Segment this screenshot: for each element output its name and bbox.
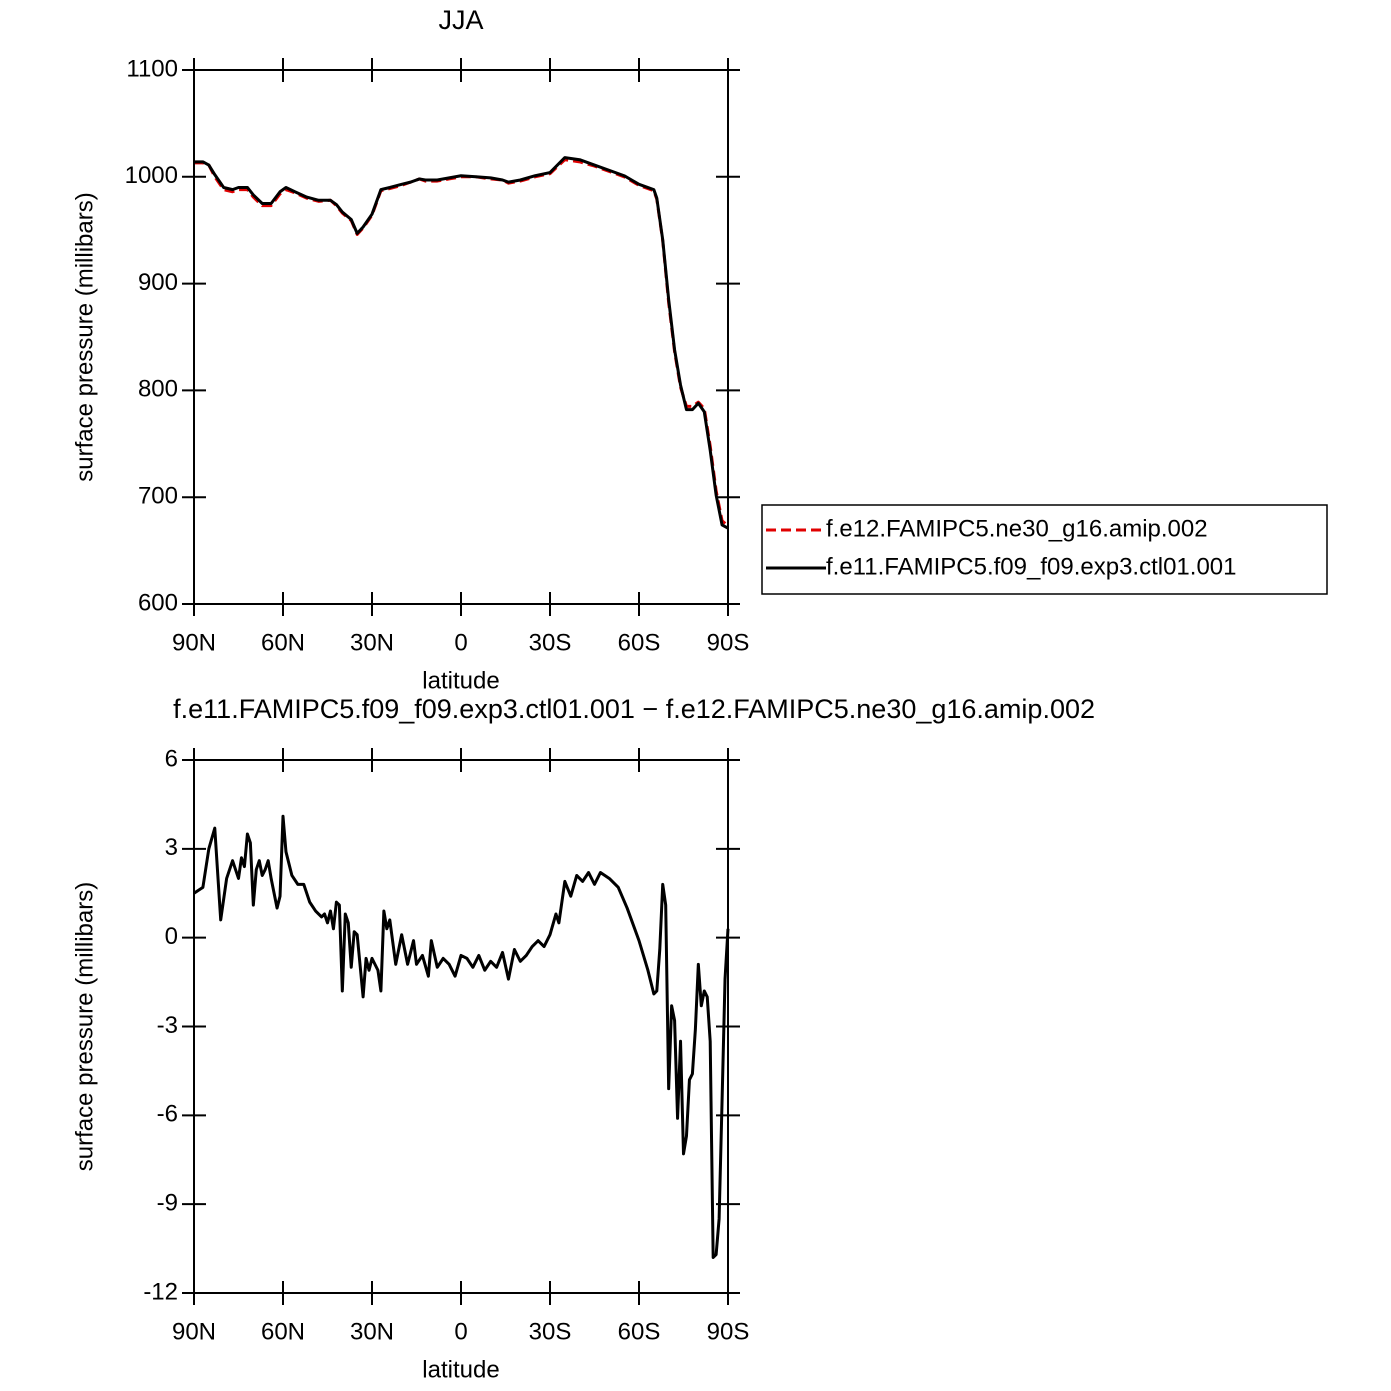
y-tick-label: 800 <box>138 376 178 403</box>
x-tick-label: 60S <box>618 629 661 656</box>
y-tick-label: -9 <box>157 1190 178 1217</box>
x-tick-label: 0 <box>454 1318 467 1345</box>
x-tick-label: 30N <box>350 1318 394 1345</box>
x-axis-label: latitude <box>422 1356 499 1383</box>
x-axis-label: latitude <box>422 667 499 694</box>
x-tick-label: 90N <box>172 1318 216 1345</box>
x-tick-label: 30S <box>529 629 572 656</box>
x-tick-label: 90S <box>707 629 750 656</box>
legend-label: f.e12.FAMIPC5.ne30_g16.amip.002 <box>826 515 1208 542</box>
x-tick-label: 60N <box>261 1318 305 1345</box>
legend-box <box>761 504 1328 595</box>
y-tick-label: 6 <box>165 745 178 772</box>
y-tick-label: 1100 <box>126 55 178 82</box>
y-tick-label: 0 <box>165 923 178 950</box>
y-tick-label: 900 <box>138 269 178 296</box>
y-tick-label: -3 <box>157 1012 178 1039</box>
data-line <box>194 156 729 530</box>
y-tick-label: 700 <box>138 483 178 510</box>
x-tick-label: 90S <box>707 1318 750 1345</box>
x-tick-label: 30N <box>350 629 394 656</box>
y-axis-label: surface pressure (millibars) <box>71 192 98 481</box>
data-line <box>194 158 730 528</box>
chart-title: f.e11.FAMIPC5.f09_f09.exp3.ctl01.001 − f… <box>173 694 1095 724</box>
y-tick-label: -12 <box>143 1278 178 1305</box>
y-tick-label: 3 <box>165 834 178 861</box>
legend-label: f.e11.FAMIPC5.f09_f09.exp3.ctl01.001 <box>826 553 1236 580</box>
y-tick-label: 1000 <box>125 162 178 189</box>
plot-frame <box>193 69 729 605</box>
y-tick-label: -6 <box>157 1101 178 1128</box>
x-tick-label: 60S <box>618 1318 661 1345</box>
y-tick-label: 600 <box>138 589 178 616</box>
chart-title: JJA <box>438 5 483 35</box>
x-tick-label: 90N <box>172 629 216 656</box>
x-tick-label: 0 <box>454 629 467 656</box>
data-line <box>193 814 730 1259</box>
x-tick-label: 60N <box>261 629 305 656</box>
plot-frame <box>193 759 729 1294</box>
y-axis-label: surface pressure (millibars) <box>71 882 98 1171</box>
x-tick-label: 30S <box>529 1318 572 1345</box>
